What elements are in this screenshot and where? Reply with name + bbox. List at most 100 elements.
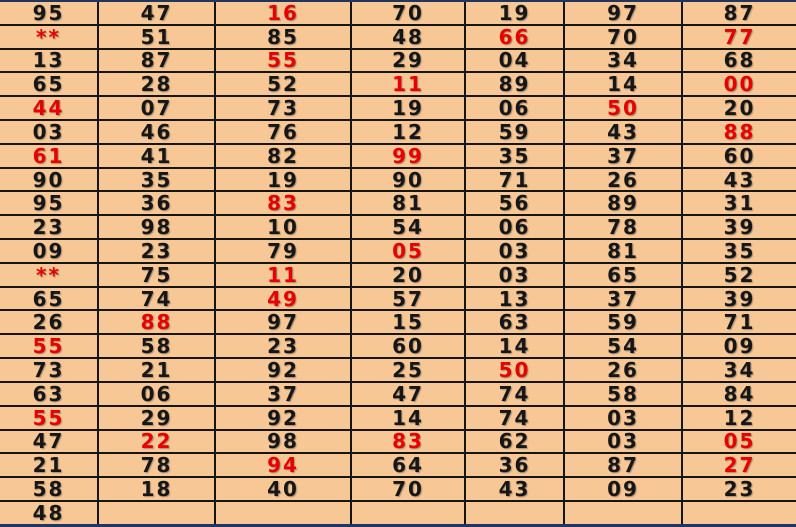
grid-cell: 14 [350,404,466,431]
grid-cell: 50 [464,357,565,383]
grid-cell: 26 [0,309,99,336]
grid-cell: 03 [0,118,99,145]
grid-cell: 19 [350,95,466,121]
grid-cell [97,499,216,524]
grid-cell: 31 [681,190,796,217]
grid-cell: 49 [214,285,352,312]
grid-cell: 09 [0,238,99,264]
grid-cell: 92 [214,404,352,431]
grid-cell: 23 [214,333,352,360]
grid-cell: 43 [681,166,796,193]
grid-cell: 26 [563,357,683,383]
grid-cell: 81 [563,238,683,264]
grid-cell: 16 [214,2,352,26]
grid-cell: 52 [681,261,796,288]
grid-cell: 37 [563,142,683,169]
table-row: 21 78 94 64 36 87 27 [0,452,796,479]
grid-cell: 76 [214,118,352,145]
grid-cell: 44 [0,95,99,121]
grid-cell: 98 [97,214,216,241]
table-row: 65 28 52 11 89 14 00 [0,71,796,98]
grid-cell: 18 [97,476,216,502]
grid-cell: 20 [350,261,466,288]
grid-cell: 90 [350,166,466,193]
grid-cell: 54 [350,214,466,241]
grid-cell: 92 [214,357,352,383]
grid-cell: 12 [681,404,796,431]
grid-cell: 75 [97,261,216,288]
grid-cell: 21 [97,357,216,383]
grid-cell: 82 [214,142,352,169]
grid-cell: 58 [0,476,99,502]
grid-cell: 14 [464,333,565,360]
grid-cell: 46 [97,118,216,145]
grid-cell: 59 [464,118,565,145]
grid-cell: 47 [350,380,466,407]
grid-cell: 35 [97,166,216,193]
grid-cell: 15 [350,309,466,336]
grid-cell: 84 [681,380,796,407]
grid-cell: 47 [0,428,99,455]
table-row: 65 74 49 57 13 37 39 [0,285,796,312]
grid-cell: 48 [350,23,466,50]
table-row: 61 41 82 99 35 37 60 [0,142,796,169]
grid-cell: 20 [681,95,796,121]
table-row: ** 51 85 48 66 70 77 [0,23,796,50]
grid-cell: 73 [0,357,99,383]
grid-cell: 71 [464,166,565,193]
grid-cell: 41 [97,142,216,169]
grid-cell: 29 [97,404,216,431]
table-row: 55 58 23 60 14 54 09 [0,333,796,360]
grid-cell: 05 [681,428,796,455]
table-row: 90 35 19 90 71 26 43 [0,166,796,193]
table-row: 95 47 16 70 19 97 87 [0,2,796,26]
grid-cell: 58 [563,380,683,407]
grid-cell: 03 [464,238,565,264]
grid-cell: 87 [97,47,216,74]
grid-cell: ** [0,23,99,50]
grid-cell: 06 [97,380,216,407]
table-row: 58 18 40 70 43 09 23 [0,476,796,502]
grid-cell: 21 [0,452,99,479]
grid-cell: 13 [464,285,565,312]
grid-cell: 23 [681,476,796,502]
grid-cell: 74 [97,285,216,312]
table-row: 48 [0,499,796,524]
grid-cell: 88 [97,309,216,336]
grid-cell: 90 [0,166,99,193]
table-row: 73 21 92 25 50 26 34 [0,357,796,383]
grid-cell: 51 [97,23,216,50]
grid-cell: 23 [0,214,99,241]
grid-cell: 88 [681,118,796,145]
grid-cell: 68 [681,47,796,74]
grid-cell: 78 [97,452,216,479]
grid-cell: 94 [214,452,352,479]
grid-cell: 34 [563,47,683,74]
grid-cell: 12 [350,118,466,145]
grid-cell: 35 [681,238,796,264]
grid-cell: 89 [563,190,683,217]
grid-cell: 28 [97,71,216,98]
table-row: 55 29 92 14 74 03 12 [0,404,796,431]
grid-cell: 04 [464,47,565,74]
grid-cell: 66 [464,23,565,50]
grid-cell: 55 [0,404,99,431]
grid-cell: 55 [0,333,99,360]
grid-cell: 37 [214,380,352,407]
grid-cell [214,499,352,524]
table-row: 47 22 98 83 62 03 05 [0,428,796,455]
grid-cell: 61 [0,142,99,169]
table-row: 09 23 79 05 03 81 35 [0,238,796,264]
grid-cell: ** [0,261,99,288]
grid-cell: 70 [563,23,683,50]
grid-cell: 25 [350,357,466,383]
grid-cell: 95 [0,190,99,217]
grid-cell: 70 [350,2,466,26]
grid-cell: 35 [464,142,565,169]
grid-cell: 39 [681,214,796,241]
grid-cell: 47 [97,2,216,26]
grid-cell: 87 [681,2,796,26]
